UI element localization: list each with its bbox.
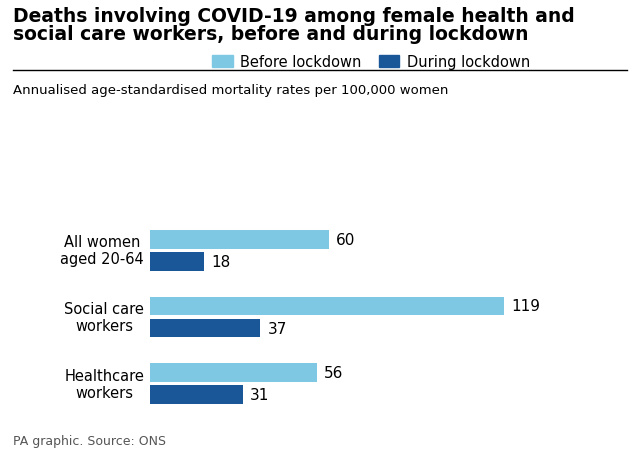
Text: PA graphic. Source: ONS: PA graphic. Source: ONS [13,434,166,447]
Bar [150,319,260,338]
Legend: Before lockdown, During lockdown: Before lockdown, During lockdown [212,55,530,70]
Bar [150,230,329,249]
Bar [150,364,317,382]
Text: 60: 60 [336,232,356,247]
Text: All women
aged 20-64: All women aged 20-64 [60,234,144,267]
Text: Healthcare
workers: Healthcare workers [64,368,144,400]
Text: 31: 31 [250,388,269,402]
Text: Annualised age-standardised mortality rates per 100,000 women: Annualised age-standardised mortality ra… [13,84,448,97]
Text: Social care
workers: Social care workers [64,301,144,334]
Text: 119: 119 [511,299,541,314]
Text: 18: 18 [211,254,230,269]
Bar [150,385,243,404]
Text: Deaths involving COVID-19 among female health and: Deaths involving COVID-19 among female h… [13,7,575,26]
Text: 37: 37 [268,321,287,336]
Bar [150,252,204,271]
Bar [150,297,504,316]
Text: 56: 56 [324,365,344,380]
Text: social care workers, before and during lockdown: social care workers, before and during l… [13,25,528,44]
